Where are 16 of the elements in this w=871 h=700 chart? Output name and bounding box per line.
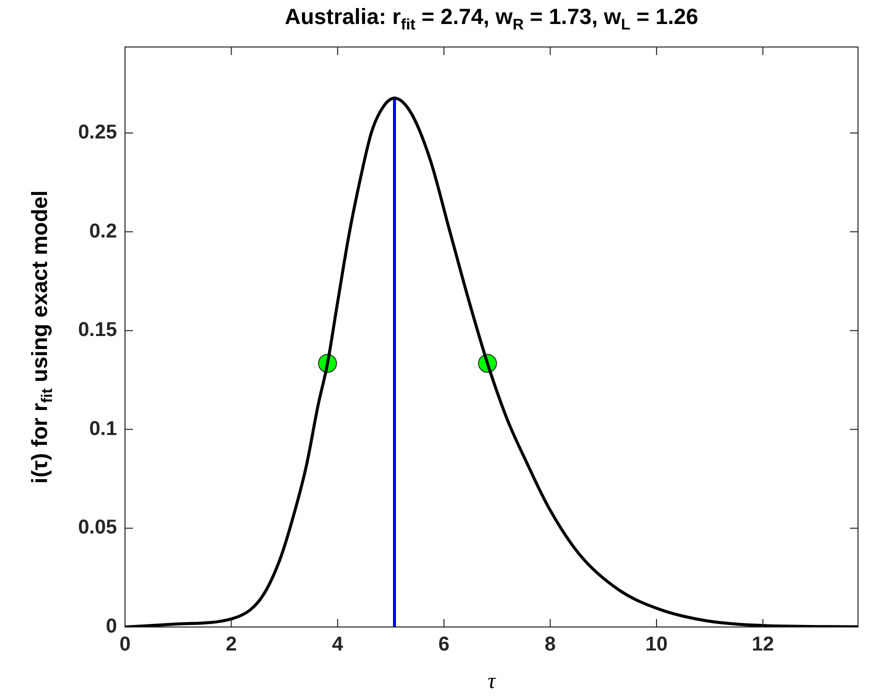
x-tick-label: 0 xyxy=(119,634,131,656)
x-axis-title: τ xyxy=(486,668,498,694)
y-tick-label: 0.2 xyxy=(89,220,117,242)
chart-title: Australia: r$_{fit}$ = 2.74, w$_{R}$ = 1.73, w$_{L}$ = 1.26 xyxy=(284,4,700,34)
x-tick-label: 8 xyxy=(544,634,556,656)
x-tick-label: 10 xyxy=(645,634,668,656)
x-tick-label: 4 xyxy=(332,634,344,656)
y-tick-label: 0.05 xyxy=(78,516,117,539)
x-tick-label: 12 xyxy=(752,634,774,656)
y-tick-label: 0.1 xyxy=(89,418,117,440)
x-tick-label: 6 xyxy=(438,634,450,656)
y-tick-label: 0 xyxy=(106,616,117,638)
y-tick-label: 0.15 xyxy=(78,319,117,342)
y-tick-label: 0.25 xyxy=(78,121,117,144)
line-series xyxy=(125,96,858,627)
x-tick-label: 2 xyxy=(226,634,237,656)
